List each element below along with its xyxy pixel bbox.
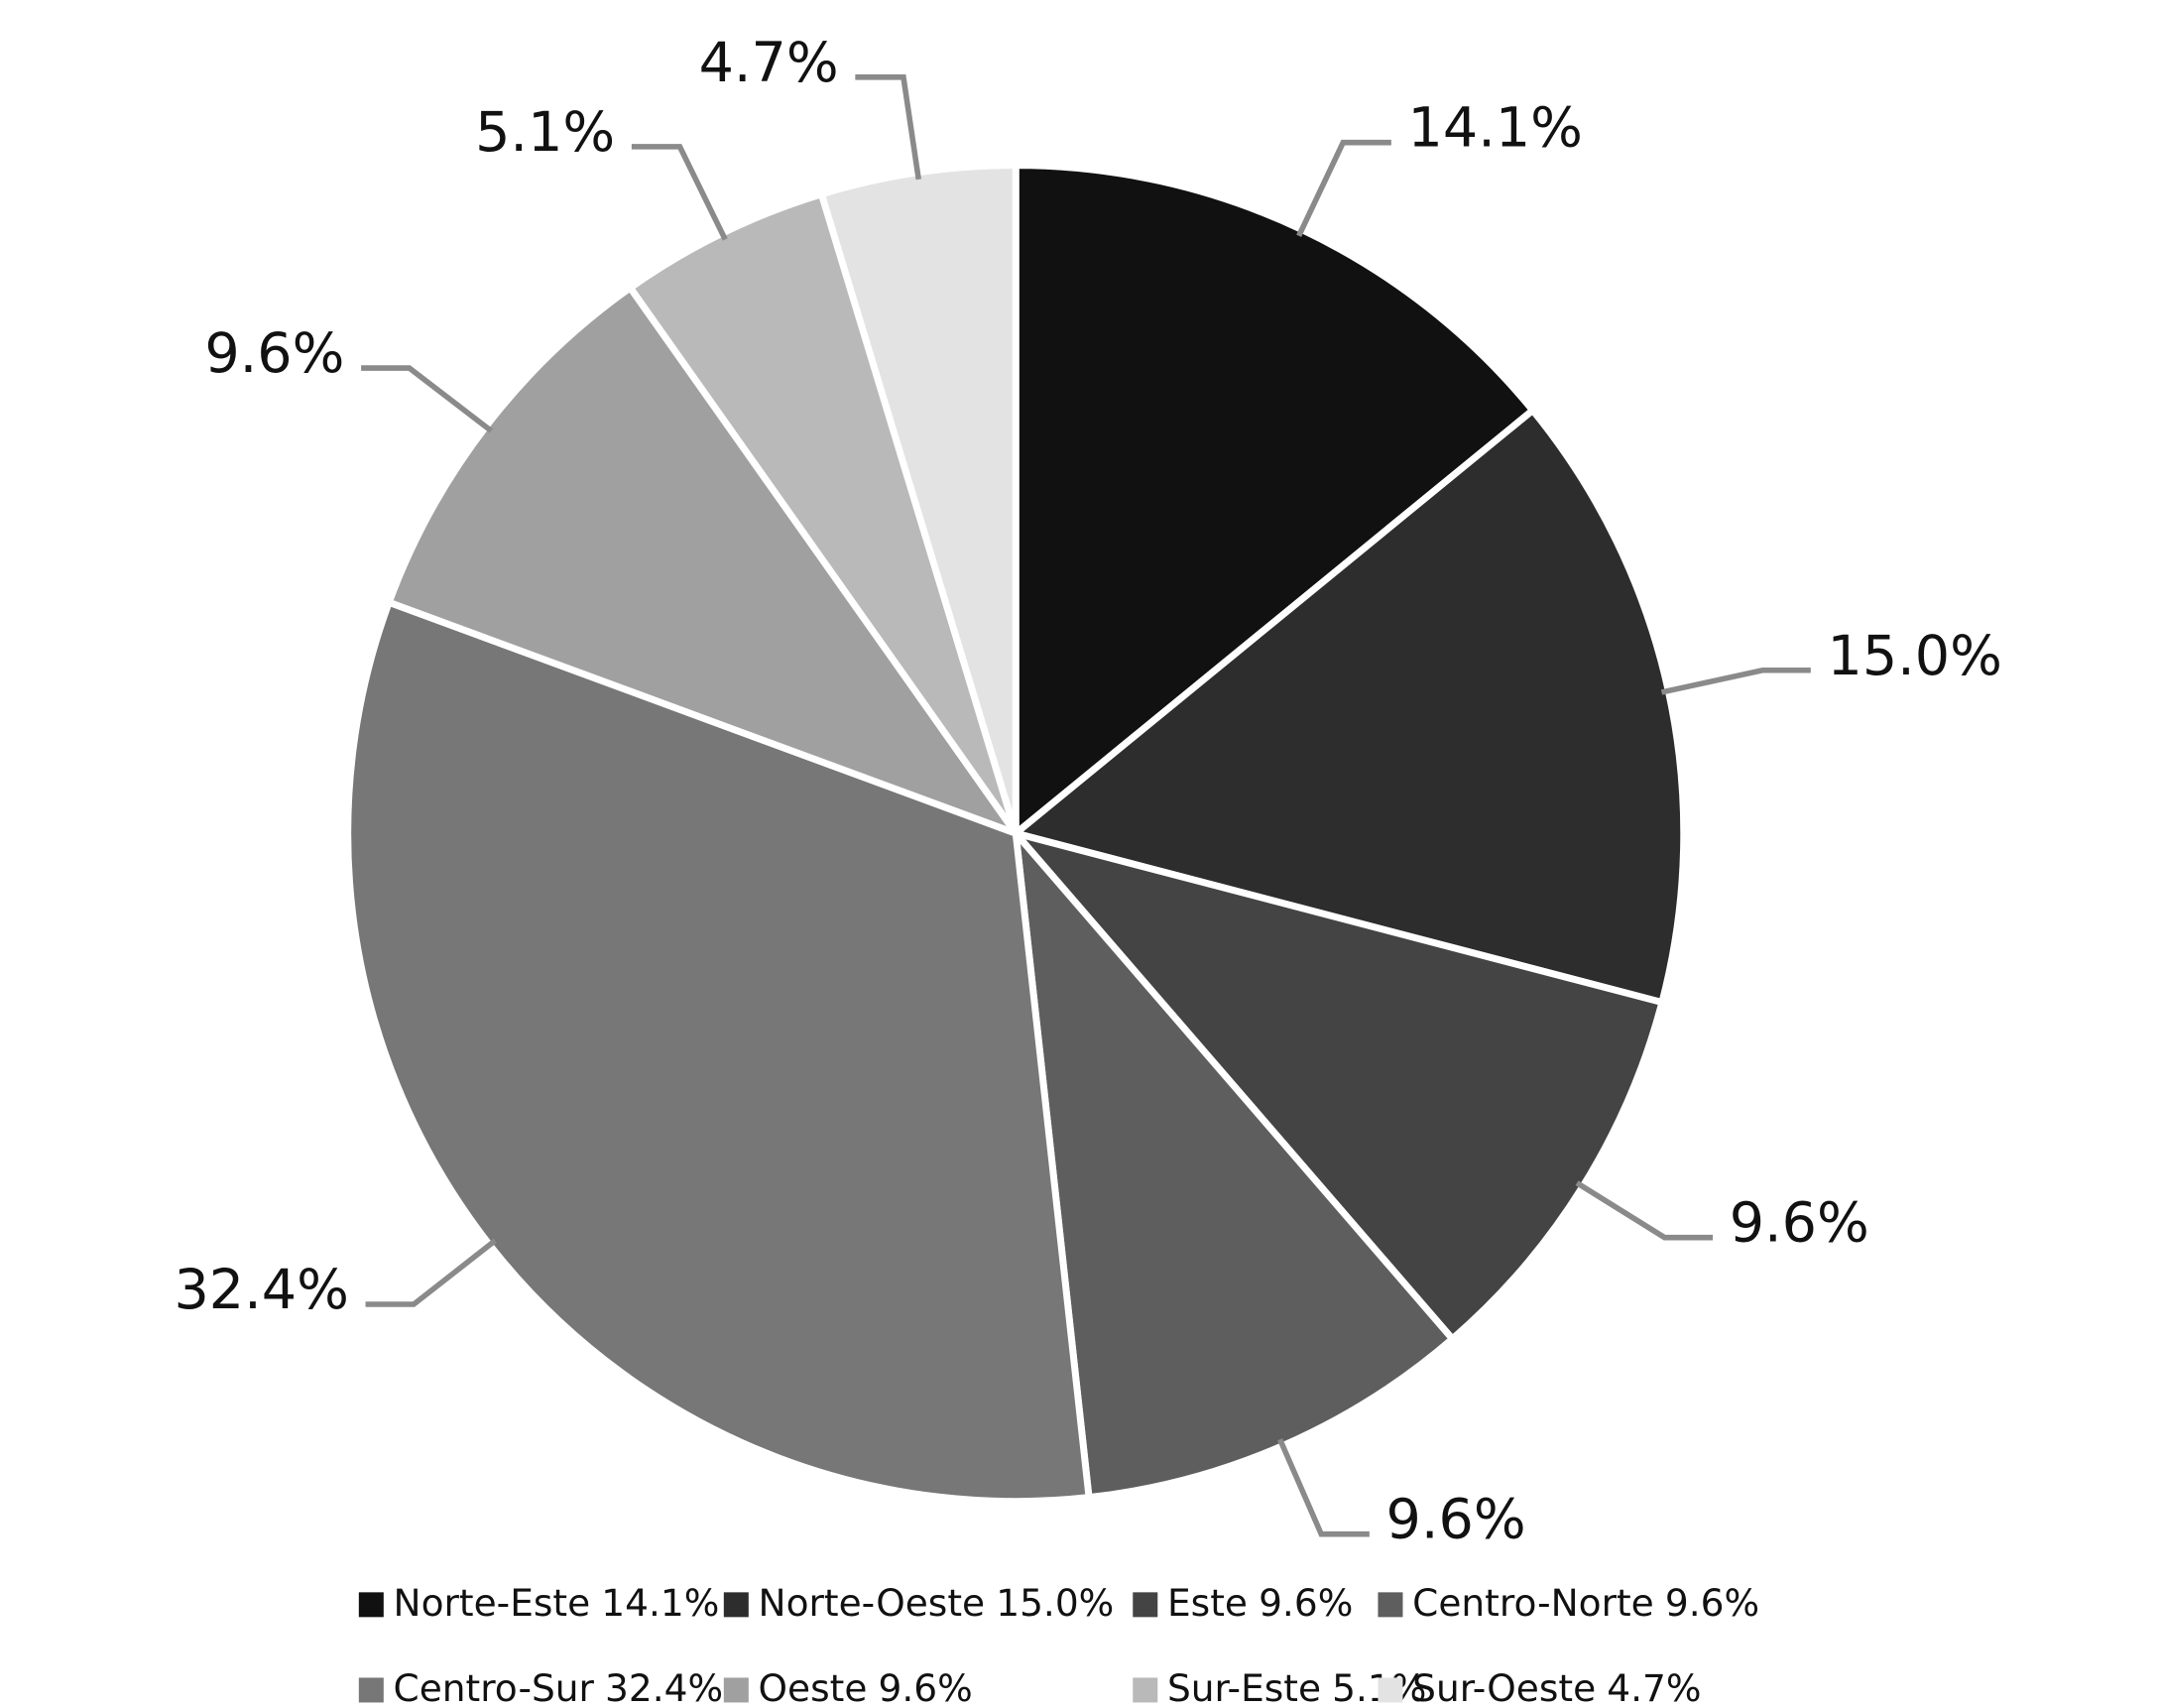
- legend-value: 4.7%: [1607, 1665, 1701, 1708]
- legend-label: Norte-Oeste 15.0%: [759, 1580, 1115, 1624]
- leader-line: [1575, 1180, 1714, 1241]
- legend-value: 9.6%: [1665, 1580, 1759, 1624]
- legend-swatch: [358, 1677, 384, 1703]
- legend-value: 9.6%: [1259, 1580, 1353, 1624]
- leader-line: [365, 1238, 497, 1307]
- leader-line: [1296, 139, 1391, 237]
- legend-name: Sur-Oeste: [1412, 1665, 1596, 1708]
- legend-name: Norte-Este: [394, 1580, 591, 1624]
- data-label: 4.7%: [699, 31, 839, 95]
- data-label: 32.4%: [174, 1258, 348, 1322]
- legend-value: 14.1%: [601, 1580, 719, 1624]
- legend-value: 15.0%: [996, 1580, 1114, 1624]
- leader-line: [855, 74, 922, 181]
- legend-label: Norte-Este 14.1%: [394, 1580, 720, 1624]
- data-label: 9.6%: [204, 321, 344, 386]
- leader-line: [631, 144, 728, 241]
- legend-name: Oeste: [759, 1665, 868, 1708]
- legend-label: Sur-Oeste 4.7%: [1412, 1665, 1701, 1708]
- legend-value: 32.4%: [605, 1665, 723, 1708]
- data-label: 9.6%: [1386, 1488, 1526, 1552]
- legend-name: Centro-Norte: [1412, 1580, 1654, 1624]
- legend-name: Este: [1167, 1580, 1248, 1624]
- legend-label: Centro-Norte 9.6%: [1412, 1580, 1759, 1624]
- legend-name: Sur-Este: [1167, 1665, 1321, 1708]
- legend-name: Centro-Sur: [394, 1665, 595, 1708]
- legend-label: Centro-Sur 32.4%: [394, 1665, 724, 1708]
- data-label: 14.1%: [1408, 96, 1583, 161]
- legend-name: Norte-Oeste: [759, 1580, 986, 1624]
- legend-value: 9.6%: [879, 1665, 973, 1708]
- legend-swatch: [723, 1677, 749, 1703]
- data-label: 15.0%: [1827, 624, 2001, 688]
- legend-label: Oeste 9.6%: [759, 1665, 973, 1708]
- leader-line: [1660, 667, 1811, 695]
- data-label: 9.6%: [1730, 1191, 1869, 1256]
- legend-swatch: [358, 1592, 384, 1618]
- legend-label: Este 9.6%: [1167, 1580, 1353, 1624]
- leader-line: [361, 365, 494, 433]
- legend-swatch: [723, 1592, 749, 1618]
- data-label: 5.1%: [475, 100, 615, 165]
- legend-swatch: [1133, 1677, 1158, 1703]
- legend-swatch: [1133, 1592, 1158, 1618]
- leader-line: [1277, 1438, 1370, 1537]
- legend-swatch: [1378, 1592, 1403, 1618]
- legend-swatch: [1378, 1677, 1403, 1703]
